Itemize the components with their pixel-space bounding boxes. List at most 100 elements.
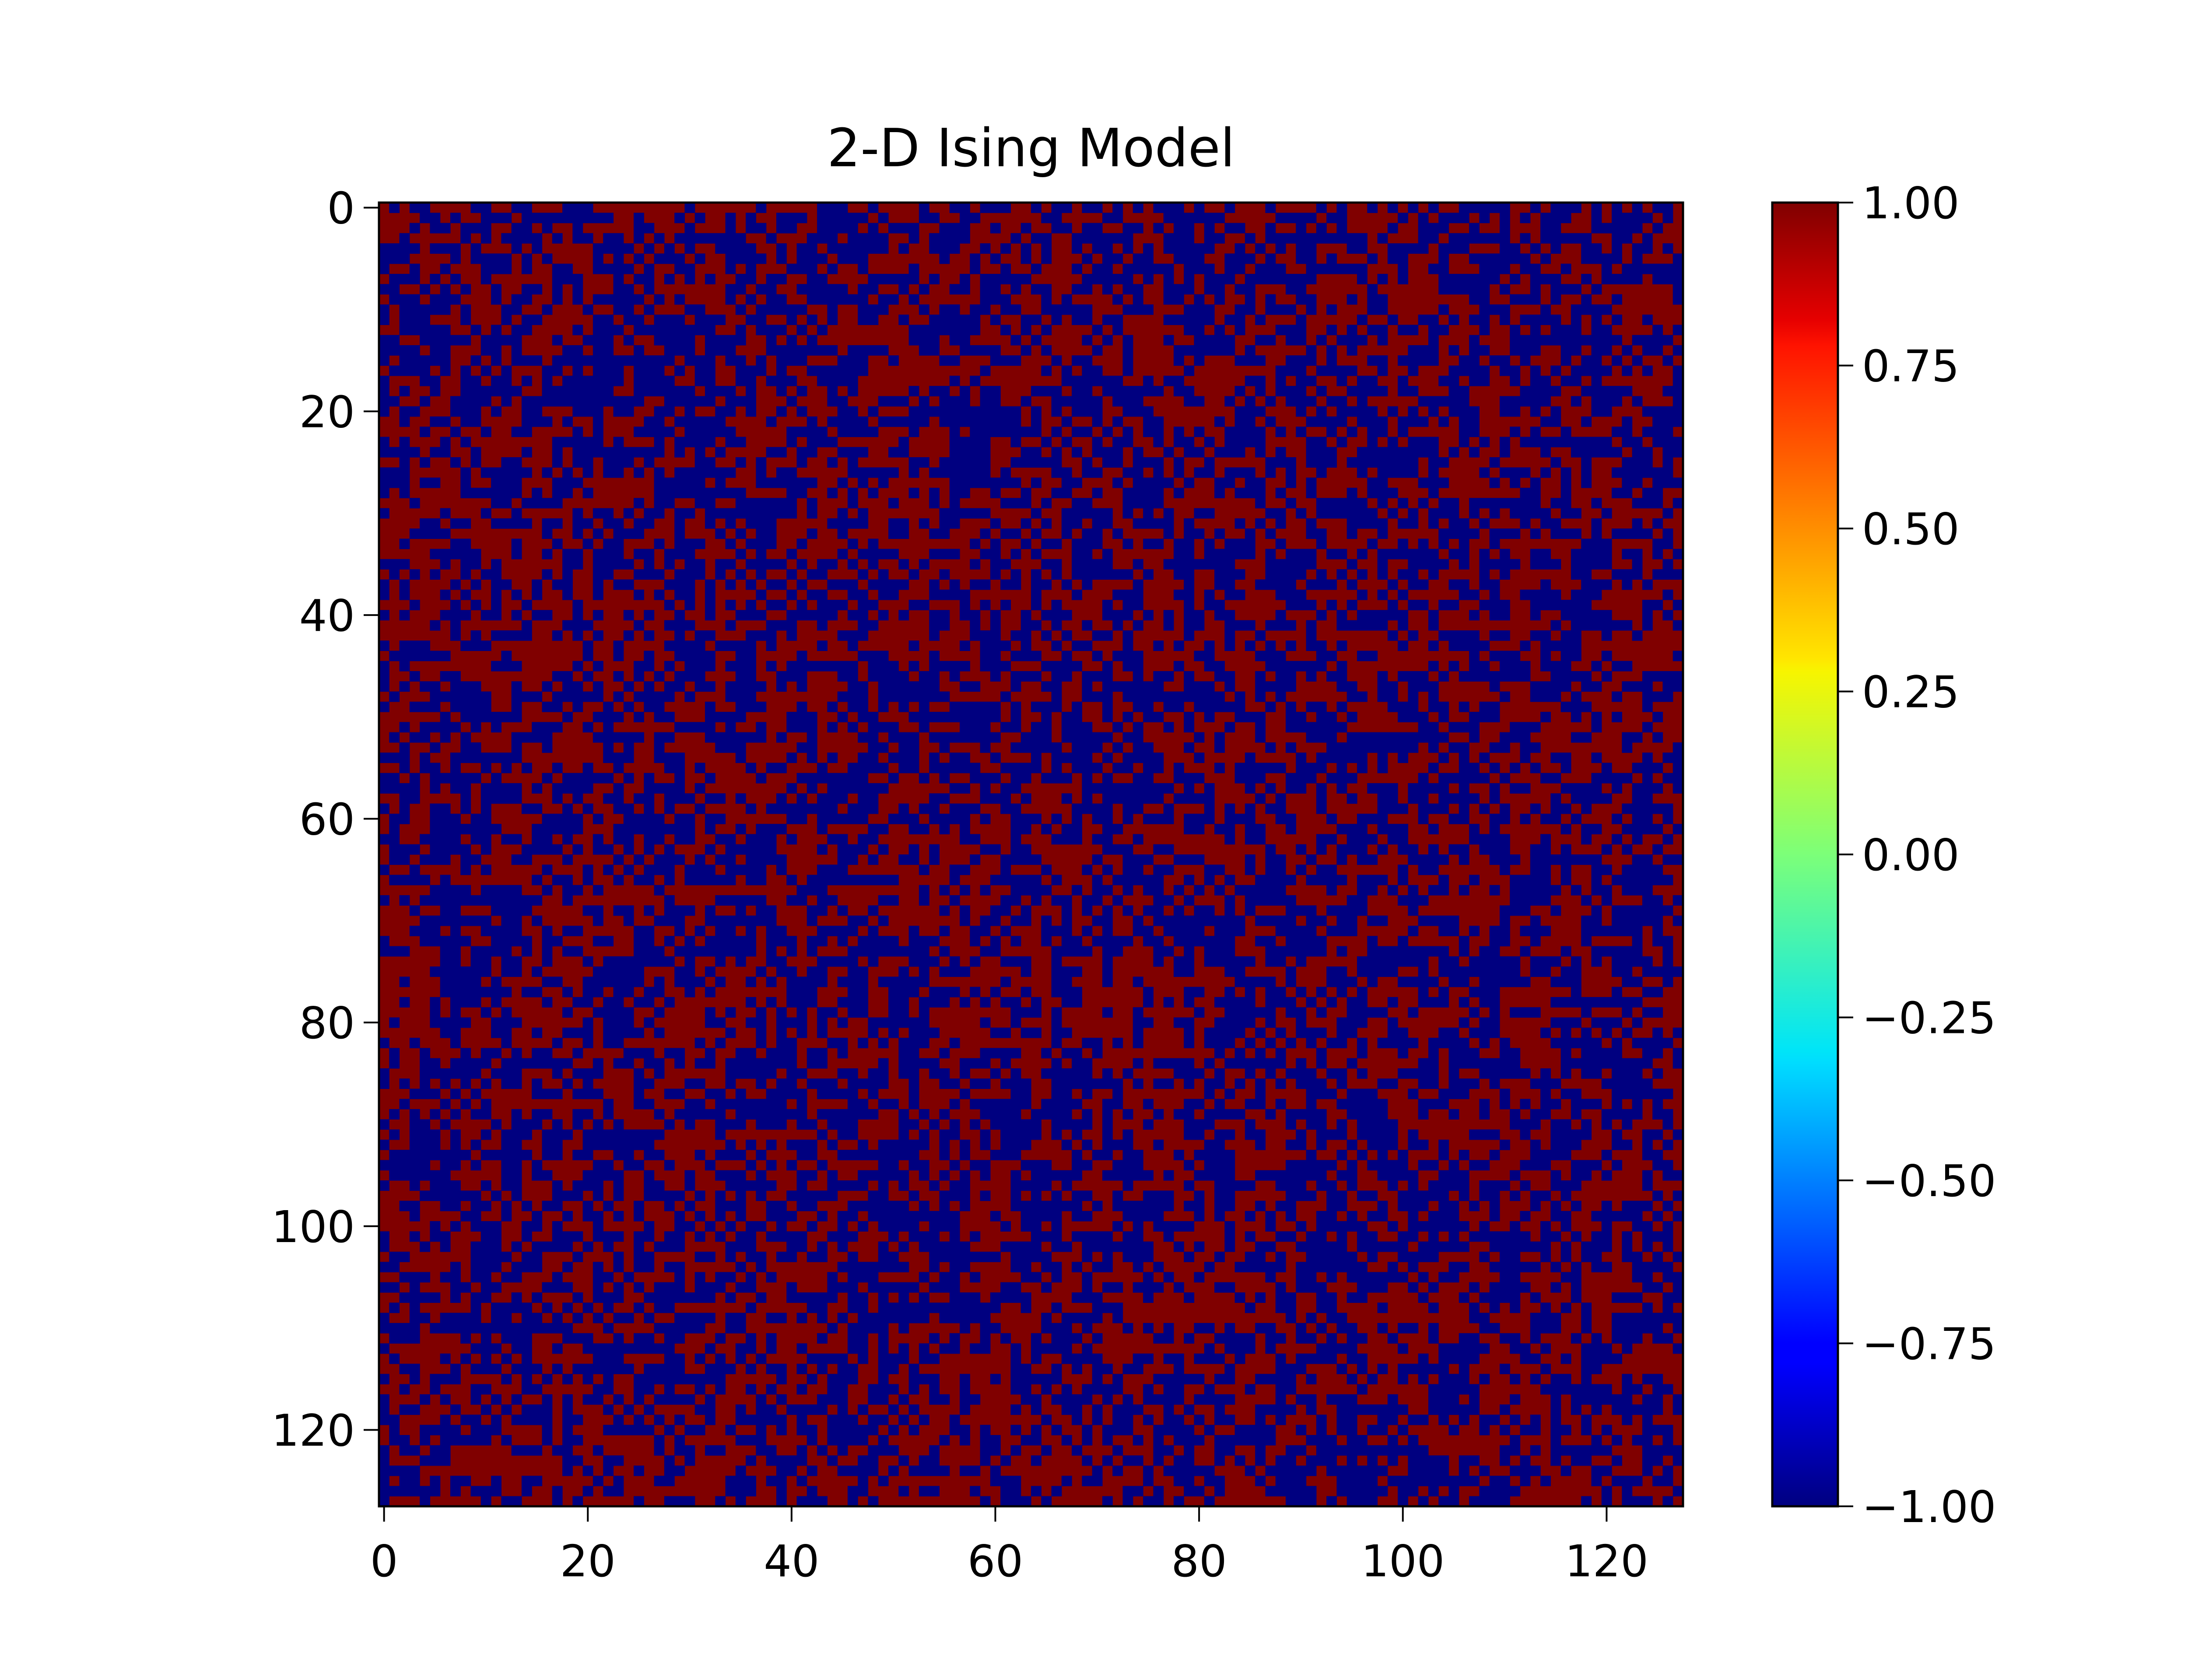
spin-down-cell	[1591, 325, 1612, 336]
spin-down-cell	[1581, 416, 1592, 427]
spin-down-cell	[1336, 844, 1368, 855]
spin-down-cell	[1112, 325, 1123, 336]
spin-down-cell	[572, 793, 583, 804]
spin-down-cell	[868, 1027, 879, 1038]
spin-down-cell	[847, 386, 858, 396]
spin-down-cell	[756, 1353, 767, 1364]
spin-down-cell	[1102, 1007, 1113, 1018]
spin-down-cell	[1102, 824, 1123, 835]
spin-down-cell	[1367, 539, 1378, 550]
spin-down-cell	[532, 1292, 543, 1303]
spin-down-cell	[1581, 539, 1612, 550]
spin-down-cell	[399, 1200, 420, 1211]
spin-down-cell	[786, 712, 817, 722]
spin-down-cell	[1072, 1262, 1083, 1273]
spin-down-cell	[1245, 1119, 1255, 1130]
spin-down-cell	[725, 539, 736, 550]
spin-down-cell	[746, 1455, 757, 1466]
spin-down-cell	[1194, 203, 1205, 213]
spin-down-cell	[725, 518, 736, 529]
spin-down-cell	[1234, 1292, 1245, 1303]
spin-down-cell	[766, 976, 777, 987]
spin-down-cell	[470, 1160, 481, 1171]
spin-down-cell	[1540, 253, 1551, 264]
spin-down-cell	[949, 1038, 960, 1048]
spin-down-cell	[552, 294, 563, 305]
spin-down-cell	[1652, 712, 1663, 722]
spin-down-cell	[735, 528, 746, 539]
spin-down-cell	[1346, 793, 1357, 804]
spin-down-cell	[1326, 1200, 1347, 1211]
spin-down-cell	[1204, 1262, 1215, 1273]
spin-down-cell	[980, 1170, 991, 1181]
spin-down-cell	[1082, 1272, 1093, 1283]
spin-down-cell	[827, 304, 838, 315]
spin-down-cell	[1418, 1099, 1449, 1110]
spin-down-cell	[664, 681, 685, 692]
spin-down-cell	[746, 976, 757, 987]
spin-down-cell	[623, 1048, 655, 1059]
spin-down-cell	[1673, 294, 1683, 305]
spin-down-cell	[1234, 1048, 1245, 1059]
spin-down-cell	[766, 1333, 777, 1344]
spin-down-cell	[1082, 273, 1133, 284]
spin-down-cell	[705, 1414, 715, 1425]
spin-down-cell	[1510, 722, 1541, 733]
spin-down-cell	[1540, 213, 1571, 224]
spin-down-cell	[399, 304, 451, 315]
spin-down-cell	[1010, 701, 1021, 712]
colorbar-ticks: 1.000.750.500.250.00−0.25−0.50−0.75−1.00	[1838, 178, 1996, 1533]
spin-down-cell	[634, 1333, 655, 1344]
spin-down-cell	[674, 1221, 695, 1232]
spin-down-cell	[521, 1384, 543, 1395]
spin-down-cell	[1275, 1200, 1296, 1211]
spin-down-cell	[644, 1017, 655, 1028]
spin-down-cell	[1173, 640, 1184, 651]
spin-down-cell	[817, 325, 828, 336]
spin-down-cell	[1010, 569, 1021, 580]
spin-down-cell	[939, 1312, 991, 1323]
spin-down-cell	[1591, 518, 1602, 529]
spin-down-cell	[552, 1486, 563, 1497]
spin-down-cell	[582, 722, 593, 733]
spin-down-cell	[521, 263, 532, 274]
spin-down-cell	[1051, 355, 1062, 366]
spin-down-cell	[898, 803, 909, 814]
spin-down-cell	[990, 1465, 1001, 1476]
spin-down-cell	[1173, 1455, 1195, 1466]
spin-down-cell	[1255, 875, 1296, 886]
spin-down-cell	[480, 427, 491, 438]
spin-down-cell	[939, 742, 950, 753]
spin-down-cell	[847, 1496, 858, 1507]
spin-down-cell	[970, 1272, 981, 1283]
spin-down-cell	[1560, 1465, 1571, 1476]
spin-down-cell	[980, 1129, 991, 1140]
spin-down-cell	[1122, 1231, 1143, 1242]
spin-down-cell	[1296, 253, 1317, 264]
spin-down-cell	[1143, 610, 1154, 621]
spin-down-cell	[1286, 966, 1296, 977]
spin-down-cell	[1673, 651, 1683, 662]
spin-down-cell	[1550, 1455, 1561, 1466]
spin-down-cell	[644, 416, 665, 427]
spin-down-cell	[593, 1007, 634, 1018]
spin-down-cell	[1255, 1200, 1266, 1211]
spin-down-cell	[1438, 539, 1449, 550]
spin-down-cell	[1326, 355, 1337, 366]
spin-down-cell	[919, 284, 929, 295]
spin-down-cell	[389, 1435, 410, 1446]
spin-down-cell	[1377, 844, 1388, 855]
spin-down-cell	[858, 1139, 869, 1150]
spin-down-cell	[654, 732, 675, 743]
spin-down-cell	[705, 508, 797, 519]
spin-down-cell	[613, 528, 644, 539]
spin-down-cell	[715, 976, 726, 987]
spin-down-cell	[694, 315, 726, 325]
spin-down-cell	[949, 284, 970, 295]
spin-down-cell	[919, 671, 940, 682]
spin-down-cell	[1387, 203, 1398, 213]
spin-down-cell	[1000, 956, 1031, 967]
spin-down-cell	[1286, 1211, 1296, 1222]
spin-down-cell	[1612, 294, 1622, 305]
spin-down-cell	[521, 1200, 532, 1211]
